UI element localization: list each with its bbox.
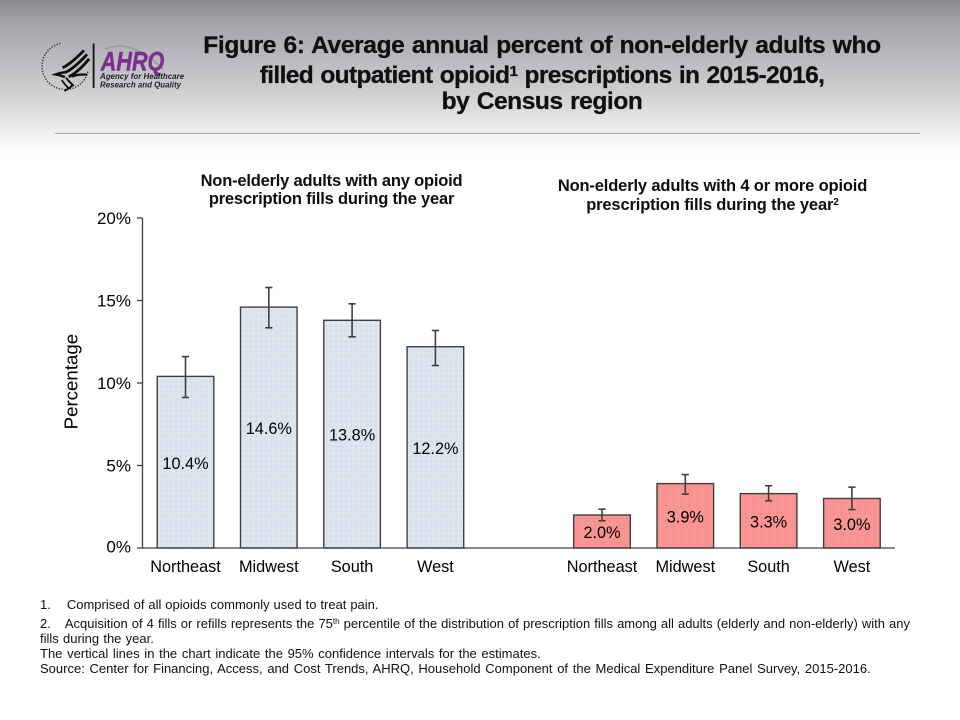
svg-text:Midwest: Midwest — [239, 558, 299, 576]
svg-text:20%: 20% — [97, 209, 131, 228]
svg-text:12.2%: 12.2% — [412, 440, 458, 458]
svg-text:2.0%: 2.0% — [583, 524, 620, 542]
svg-text:10%: 10% — [97, 374, 131, 393]
svg-text:West: West — [834, 558, 871, 576]
svg-text:14.6%: 14.6% — [246, 420, 292, 438]
svg-text:South: South — [331, 558, 374, 576]
svg-text:0%: 0% — [106, 538, 131, 557]
svg-text:Northeast: Northeast — [567, 558, 638, 576]
svg-text:15%: 15% — [97, 292, 131, 311]
svg-text:South: South — [747, 558, 790, 576]
svg-text:3.0%: 3.0% — [833, 516, 870, 534]
svg-text:3.3%: 3.3% — [750, 513, 787, 531]
svg-text:Research and Quality: Research and Quality — [100, 80, 182, 90]
svg-text:Northeast: Northeast — [150, 558, 221, 576]
svg-text:West: West — [417, 558, 454, 576]
svg-text:AHRQ: AHRQ — [100, 47, 164, 77]
svg-text:Midwest: Midwest — [655, 558, 715, 576]
svg-text:Percentage: Percentage — [61, 334, 82, 430]
svg-text:Agency for Healthcare: Agency for Healthcare — [99, 71, 184, 81]
svg-text:10.4%: 10.4% — [162, 455, 208, 473]
svg-text:3.9%: 3.9% — [667, 508, 704, 526]
svg-text:5%: 5% — [106, 457, 131, 476]
svg-text:13.8%: 13.8% — [329, 427, 375, 445]
